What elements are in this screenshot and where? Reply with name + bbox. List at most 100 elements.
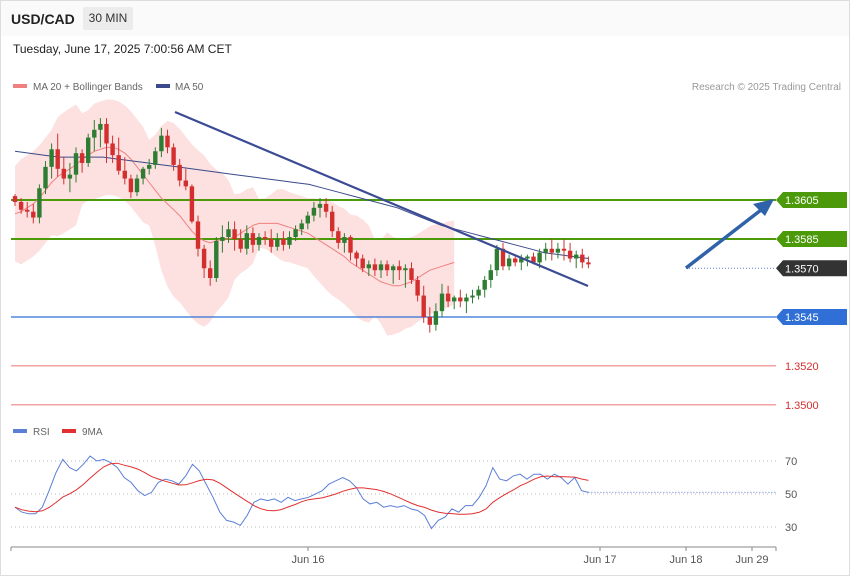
candle-body xyxy=(342,237,347,243)
bollinger-band-area xyxy=(15,99,455,336)
candle-body xyxy=(18,201,24,210)
level-label-1.3500: 1.3500 xyxy=(785,400,819,412)
bb-legend-swatch xyxy=(13,84,27,88)
x-tick-label: Jun 17 xyxy=(583,554,616,566)
timeframe-button[interactable]: 30 MIN xyxy=(83,7,133,30)
candle-body xyxy=(531,256,536,263)
candle-body xyxy=(98,123,103,130)
candle-body xyxy=(79,153,85,163)
candle-body xyxy=(336,231,341,243)
rsi-tick-30: 30 xyxy=(785,522,797,534)
candle-body xyxy=(25,209,30,212)
candle-body xyxy=(195,221,201,249)
level-label-1.3545: 1.3545 xyxy=(785,312,819,324)
candle-body xyxy=(488,270,493,280)
rsi-ma-legend-label: 9MA xyxy=(82,427,103,438)
candle-body xyxy=(482,279,487,290)
candle-body xyxy=(494,248,500,271)
candle-body xyxy=(525,256,530,259)
candle-body xyxy=(116,155,121,171)
candle-body xyxy=(305,215,310,224)
candles-layer xyxy=(12,118,591,333)
candle-body xyxy=(427,317,432,325)
candle-body xyxy=(409,268,414,280)
candle-body xyxy=(61,168,66,179)
candle-body xyxy=(256,237,262,245)
candle-body xyxy=(220,237,225,241)
candle-body xyxy=(171,147,176,165)
candle-body xyxy=(153,151,158,165)
rsi-tick-70: 70 xyxy=(785,456,797,468)
candle-body xyxy=(299,223,304,230)
candle-body xyxy=(140,168,146,179)
candle-body xyxy=(208,268,213,278)
level-label-1.3520: 1.3520 xyxy=(785,361,819,373)
chart-datetime: Tuesday, June 17, 2025 7:00:56 AM CET xyxy=(13,42,232,56)
candle-body xyxy=(397,266,402,271)
candle-body xyxy=(147,164,152,169)
candle-body xyxy=(165,135,170,148)
candle-body xyxy=(433,311,439,325)
rsi-line xyxy=(14,455,589,530)
candle-body xyxy=(183,180,188,187)
candle-body xyxy=(439,293,445,312)
candle-body xyxy=(543,248,548,253)
candle-body xyxy=(348,237,353,253)
rsi-panel: 70 50 30 xyxy=(11,455,797,534)
x-tick-label: Jun 29 xyxy=(735,554,768,566)
level-label-1.3585: 1.3585 xyxy=(785,234,819,246)
ma50-legend-label: MA 50 xyxy=(175,82,204,93)
candle-body xyxy=(378,264,384,271)
candle-body xyxy=(189,186,195,222)
candle-body xyxy=(567,250,573,259)
candle-body xyxy=(110,143,115,156)
credit-text: Research © 2025 Trading Central xyxy=(692,82,841,93)
level-tag-1.3545 xyxy=(776,309,847,325)
candle-body xyxy=(403,268,408,271)
forecast-arrow-head xyxy=(753,199,774,216)
candle-body xyxy=(43,166,48,189)
candle-body xyxy=(67,174,73,179)
candle-body xyxy=(574,254,579,259)
bollinger-band xyxy=(15,99,455,336)
level-tag-1.3605 xyxy=(776,192,847,208)
candle-body xyxy=(311,207,317,216)
forecast-arrow-line xyxy=(684,201,772,270)
candle-body xyxy=(238,239,243,249)
candle-body xyxy=(561,248,567,251)
rsi-ma-legend-swatch xyxy=(62,429,76,433)
candle-body xyxy=(232,229,237,239)
candle-body xyxy=(269,239,274,247)
candle-body xyxy=(537,252,542,263)
candle-body xyxy=(214,240,219,278)
candle-body xyxy=(506,258,512,267)
candle-body xyxy=(519,258,524,263)
top-bar xyxy=(1,1,849,36)
candle-body xyxy=(464,297,469,302)
candle-body xyxy=(86,137,91,163)
candle-body xyxy=(470,295,475,298)
levels-layer xyxy=(11,199,776,406)
candle-body xyxy=(226,229,231,238)
candle-body xyxy=(421,295,426,317)
candle-body xyxy=(452,297,457,302)
candle-body xyxy=(128,178,134,193)
candle-body xyxy=(323,203,329,212)
candle-body xyxy=(275,239,280,247)
level-label-1.3605: 1.3605 xyxy=(785,195,819,207)
candle-body xyxy=(317,203,323,208)
candle-body xyxy=(476,289,481,296)
candle-body xyxy=(555,248,561,253)
candle-body xyxy=(262,237,268,239)
x-axis: Jun 16 Jun 17 Jun 18 Jun 29 xyxy=(10,547,777,566)
candle-body xyxy=(445,293,451,302)
candle-body xyxy=(122,170,127,179)
candle-body xyxy=(73,153,79,175)
downtrend-line xyxy=(174,110,589,288)
candle-body xyxy=(500,248,506,267)
candle-body xyxy=(372,264,378,271)
candle-body xyxy=(580,254,585,263)
rsi-tick-50: 50 xyxy=(785,489,797,501)
candle-body xyxy=(287,237,292,245)
candle-body xyxy=(513,258,518,263)
